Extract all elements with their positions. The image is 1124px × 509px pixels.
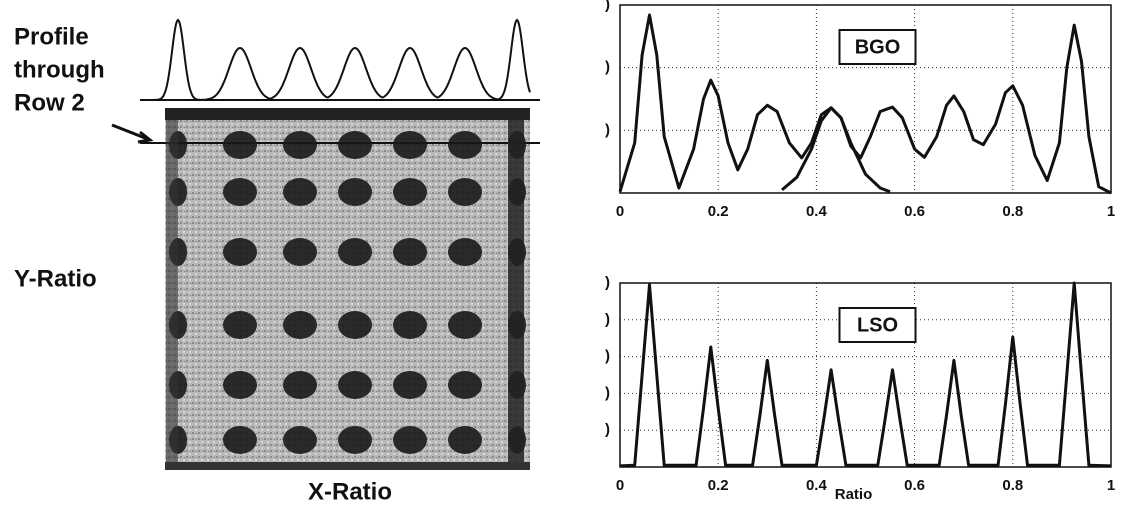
crystal-spot	[448, 426, 482, 454]
crystal-spot	[393, 371, 427, 399]
line-series	[618, 13, 1112, 195]
label-box	[838, 29, 917, 65]
x-tick-label: 0	[616, 477, 624, 494]
y-axis-label: Y-Ratio	[14, 265, 97, 292]
crystal-spot	[393, 131, 427, 159]
flood-map-edge	[508, 120, 524, 462]
line-series	[619, 281, 1112, 468]
crystal-spot	[223, 238, 257, 266]
series-label: BGO	[855, 36, 901, 58]
crystal-spot	[283, 311, 317, 339]
profile-label: Row 2	[14, 89, 85, 116]
flood-map-panel: Profile through Row 2 Y-Ratio X-Ratio	[14, 18, 540, 505]
x-tick-label: 0.6	[904, 477, 925, 494]
crystal-spot	[283, 371, 317, 399]
crystal-spot	[393, 311, 427, 339]
profile-label: through	[14, 56, 105, 83]
crystal-spot	[448, 131, 482, 159]
x-axis-label: Ratio	[835, 486, 873, 503]
plot-frame	[619, 4, 1112, 194]
x-tick-label: 0.8	[1002, 477, 1023, 494]
crystal-spot	[448, 238, 482, 266]
crystal-spot	[338, 238, 372, 266]
flood-map	[165, 108, 530, 470]
label-box	[838, 307, 917, 343]
crystal-spot	[448, 311, 482, 339]
crystal-spot	[223, 311, 257, 339]
crystal-spot	[283, 238, 317, 266]
chart: 0 0.2 0.4 0.6 0.8 1))))) LSO Ratio	[605, 274, 1115, 503]
y-tick-label: )	[605, 348, 610, 365]
profile-curve	[150, 18, 531, 101]
x-tick-label: 0	[616, 203, 624, 220]
x-tick-label: 0.2	[708, 477, 729, 494]
x-axis-label: X-Ratio	[308, 478, 392, 505]
crystal-spot	[338, 371, 372, 399]
y-tick-label: )	[605, 421, 610, 438]
arrow	[111, 123, 154, 144]
chart: 0 0.2 0.4 0.6 0.8 1))) BGO	[605, 0, 1115, 220]
x-tick-label: 0.8	[1002, 203, 1023, 220]
crystal-spot	[393, 238, 427, 266]
crystal-spot	[223, 426, 257, 454]
crystal-spot	[393, 426, 427, 454]
crystal-spot	[338, 178, 372, 206]
line-series	[781, 106, 891, 194]
crystal-spot	[393, 178, 427, 206]
flood-map-edge	[165, 108, 530, 120]
crystal-spot	[223, 131, 257, 159]
crystal-spot	[338, 426, 372, 454]
y-tick-label: )	[605, 59, 610, 76]
crystal-spot	[338, 311, 372, 339]
crystal-spot	[223, 178, 257, 206]
x-tick-label: 0.4	[806, 203, 828, 220]
series-label: LSO	[857, 314, 898, 336]
plot-frame	[619, 282, 1112, 468]
x-tick-label: 1	[1107, 203, 1115, 220]
crystal-spot	[283, 131, 317, 159]
y-tick-label: )	[605, 384, 610, 401]
x-tick-label: 0.2	[708, 203, 729, 220]
crystal-spot	[283, 178, 317, 206]
x-tick-label: 0.6	[904, 203, 925, 220]
crystal-spot	[448, 178, 482, 206]
y-tick-label: )	[605, 121, 610, 138]
x-tick-label: 0.4	[806, 477, 828, 494]
crystal-spot	[223, 371, 257, 399]
profile-label: Profile	[14, 23, 89, 50]
x-tick-label: 1	[1107, 477, 1115, 494]
y-tick-label: )	[605, 274, 610, 291]
flood-map-edge	[166, 120, 178, 462]
flood-map-edge	[165, 462, 530, 470]
y-tick-label: )	[605, 0, 610, 13]
crystal-spot	[338, 131, 372, 159]
crystal-spot	[448, 371, 482, 399]
y-tick-label: )	[605, 311, 610, 328]
crystal-spot	[283, 426, 317, 454]
